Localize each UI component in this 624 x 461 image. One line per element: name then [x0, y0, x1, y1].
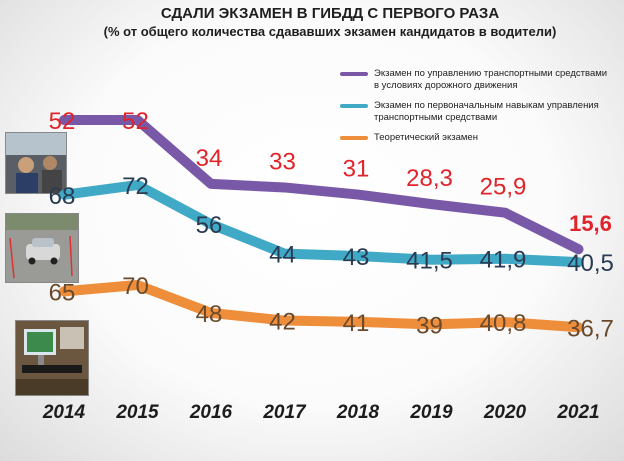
data-label-driving-2019: 28,3	[406, 165, 453, 192]
legend-swatch-theory	[340, 136, 368, 140]
chart-title: СДАЛИ ЭКЗАМЕН В ГИБДД С ПЕРВОГО РАЗА	[160, 5, 500, 22]
data-label-skills-2017: 44	[269, 242, 296, 269]
data-label-theory-2020: 40,8	[480, 310, 527, 337]
legend-item-theory: Теоретический экзамен	[340, 132, 610, 144]
chart-subtitle: (% от общего количества сдававших экзаме…	[103, 24, 557, 39]
data-label-theory-2019: 39	[416, 312, 443, 339]
x-tick-label-2015: 2015	[115, 402, 159, 423]
data-label-skills-2021: 40,5	[567, 250, 614, 277]
data-label-driving-2018: 31	[343, 156, 370, 183]
legend-swatch-skills	[340, 104, 368, 108]
data-label-theory-2021: 36,7	[567, 315, 614, 342]
legend-label-theory: Теоретический экзамен	[374, 132, 478, 143]
data-label-skills-2015: 72	[122, 173, 149, 200]
title-block: СДАЛИ ЭКЗАМЕН В ГИБДД С ПЕРВОГО РАЗА (% …	[80, 4, 580, 41]
series-line-driving	[59, 115, 584, 255]
x-tick-label-2019: 2019	[409, 402, 453, 423]
legend-label-driving: Экзамен по управлению транспортными сред…	[374, 68, 608, 91]
x-tick-label-2018: 2018	[336, 402, 380, 423]
series-line-skills	[59, 180, 584, 268]
data-label-theory-2017: 42	[269, 309, 296, 336]
x-tick-label-2020: 2020	[483, 402, 527, 423]
data-label-skills-2014: 68	[49, 183, 76, 210]
legend-label-skills: Экзамен по первоначальным навыкам управл…	[374, 100, 599, 123]
data-label-skills-2018: 43	[343, 244, 370, 271]
data-label-theory-2016: 48	[196, 301, 223, 328]
data-label-theory-2014: 65	[49, 279, 76, 306]
series-line-theory	[59, 280, 584, 333]
data-label-driving-2015: 52	[122, 108, 149, 135]
x-tick-label-2017: 2017	[262, 402, 307, 423]
x-tick-label-2016: 2016	[189, 402, 233, 423]
data-label-skills-2016: 56	[196, 212, 223, 239]
driving-instructor-photo	[5, 132, 67, 194]
legend-item-driving: Экзамен по управлению транспортными сред…	[340, 68, 610, 92]
data-label-skills-2020: 41,9	[480, 247, 527, 274]
x-tick-label-2014: 2014	[42, 402, 86, 423]
data-label-theory-2018: 41	[343, 310, 370, 337]
computer-exam-photo	[15, 320, 89, 396]
car-on-track-photo	[5, 213, 79, 283]
data-label-theory-2015: 70	[122, 273, 149, 300]
data-label-driving-2016: 34	[196, 145, 223, 172]
x-tick-label-2021: 2021	[556, 402, 599, 423]
data-label-driving-2020: 25,9	[480, 174, 527, 201]
data-label-driving-2014: 52	[49, 108, 76, 135]
data-label-driving-2017: 33	[269, 148, 296, 175]
legend-swatch-driving	[340, 72, 368, 76]
legend: Экзамен по управлению транспортными сред…	[340, 68, 610, 152]
legend-item-skills: Экзамен по первоначальным навыкам управл…	[340, 100, 610, 124]
data-label-skills-2019: 41,5	[406, 248, 453, 275]
data-label-driving-2021: 15,6	[569, 211, 612, 236]
